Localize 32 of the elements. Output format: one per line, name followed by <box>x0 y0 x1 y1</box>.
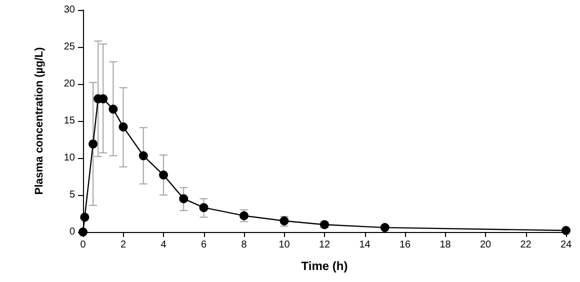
y-tick-label: 30 <box>64 4 76 16</box>
x-axis-title: Time (h) <box>301 259 348 273</box>
x-tick-label: 10 <box>278 240 290 250</box>
point <box>179 194 188 204</box>
point <box>380 223 390 232</box>
y-tick-label: 5 <box>69 190 76 200</box>
y-axis-title: Plasma concentration (µg/L) <box>34 46 46 195</box>
x-tick-label: 0 <box>80 240 86 250</box>
x-tick-label: 14 <box>359 240 371 250</box>
point <box>118 122 128 132</box>
point <box>159 170 168 180</box>
x-tick-label: 4 <box>160 240 167 250</box>
x-tick-label: 2 <box>120 240 126 250</box>
y-tick-label: 20 <box>64 78 76 90</box>
x-tick-label: 6 <box>200 240 207 250</box>
y-tick-label: 0 <box>69 226 76 238</box>
x-tick-label: 8 <box>241 240 248 250</box>
point <box>108 104 118 114</box>
point <box>88 139 98 148</box>
x-tick-label: 12 <box>318 240 330 250</box>
x-tick-label: 16 <box>399 240 411 250</box>
x-tick-label: 18 <box>440 240 452 250</box>
y-tick-label: 25 <box>64 42 76 52</box>
y-tick-label: 15 <box>64 116 76 126</box>
x-tick-label: 20 <box>480 240 492 250</box>
point <box>80 212 90 222</box>
x-tick-label: 22 <box>520 240 532 250</box>
y-tick-label: 10 <box>64 152 76 164</box>
point <box>199 203 208 212</box>
point <box>138 151 148 160</box>
point <box>240 211 248 220</box>
x-tick-label: 24 <box>560 240 572 250</box>
